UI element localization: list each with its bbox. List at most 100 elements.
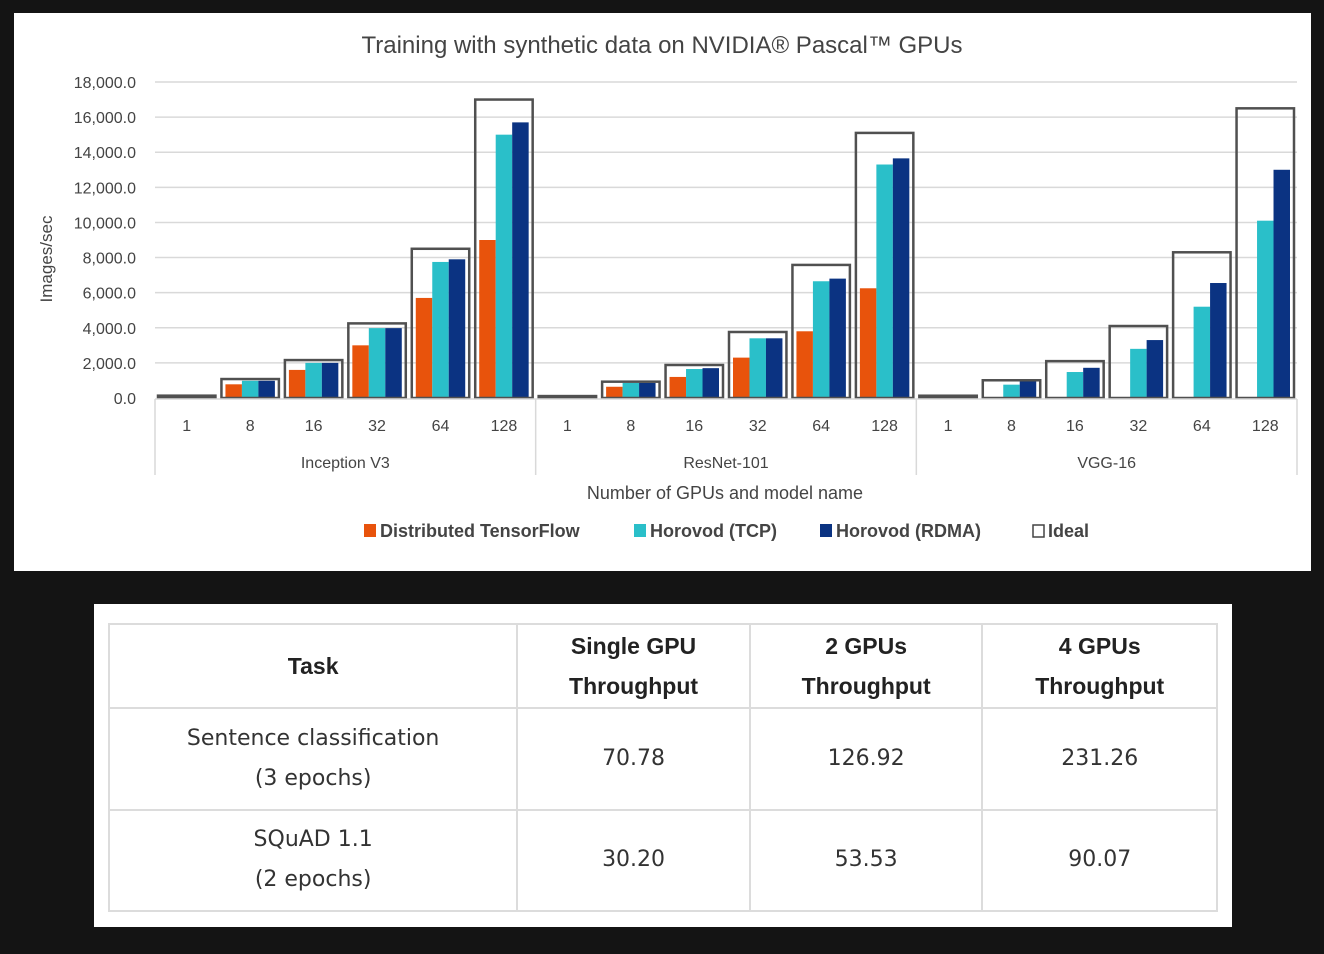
table-panel: Task Single GPU Throughput 2 GPUs Throughp…	[94, 604, 1232, 927]
x-tick-label: 1	[563, 418, 572, 435]
bar-distributed-tensorflow	[859, 288, 877, 398]
x-tick-label: 16	[1066, 418, 1084, 435]
bar-ideal	[1044, 359, 1105, 400]
bar-horovod-rdma	[448, 259, 466, 398]
bar-horovod-rdma	[385, 328, 402, 398]
header-line1: 4 GPUs	[1058, 633, 1141, 659]
bar-distributed-tensorflow	[288, 369, 306, 398]
y-tick-label: 4,000.0	[83, 321, 136, 338]
bar-ideal	[727, 330, 788, 400]
header-2-gpus: 2 GPUs Throughput	[748, 623, 984, 709]
legend-label: Ideal	[1048, 521, 1089, 541]
y-tick-label: 8,000.0	[83, 251, 136, 268]
bar-ideal	[410, 247, 471, 400]
bar-horovod-tcp	[305, 362, 322, 398]
bar-ideal	[600, 380, 661, 400]
bar-horovod-rdma	[1210, 283, 1227, 398]
two-gpus-cell: 53.53	[748, 808, 984, 912]
x-tick-label: 64	[1193, 418, 1211, 435]
x-tick-label: 1	[944, 418, 953, 435]
bar-ideal	[1235, 107, 1296, 400]
y-axis-ticks: 0.0 2,000.0 4,000.0 6,000.0 8,000.0 10,000.0 1…	[74, 75, 136, 408]
bar-ideal	[918, 394, 979, 400]
x-axis: 1 8 16 32 64 128 Inception V3 1 8 16 32 64 128 ResNet…	[154, 398, 1298, 475]
bar-chart: Training with synthetic data on NVIDIA® …	[37, 32, 1298, 541]
bar-horovod-tcp	[876, 164, 893, 398]
bar-ideal	[1171, 251, 1232, 400]
header-line1: Single GPU	[570, 633, 697, 659]
bar-horovod-rdma	[1146, 340, 1164, 398]
bar-ideal	[156, 394, 217, 400]
bar-ideal	[220, 377, 281, 400]
bar-horovod-rdma	[1083, 367, 1100, 398]
x-tick-label: 64	[432, 418, 450, 435]
bar-horovod-rdma	[321, 362, 339, 398]
task-name: Sentence classification	[186, 725, 440, 751]
bar-horovod-tcp	[241, 380, 259, 398]
bar-horovod-rdma	[1019, 381, 1037, 398]
y-tick-label: 12,000.0	[74, 180, 136, 197]
y-tick-label: 2,000.0	[83, 356, 136, 373]
x-tick-label: 64	[812, 418, 830, 435]
y-tick-label: 18,000.0	[74, 75, 136, 92]
x-tick-label: 128	[1252, 418, 1279, 435]
header-task-label: Task	[287, 653, 339, 679]
bar-ideal	[473, 98, 534, 400]
bar-horovod-rdma	[512, 122, 529, 398]
legend: Distributed TensorFlow Horovod (TCP) Horov…	[364, 521, 1089, 541]
legend-label: Distributed TensorFlow	[380, 521, 581, 541]
header-line2: Throughput	[569, 673, 699, 699]
bar-distributed-tensorflow	[415, 297, 433, 398]
bar-horovod-tcp	[368, 328, 386, 398]
legend-swatch	[820, 524, 832, 537]
bar-ideal	[791, 263, 852, 400]
group-label: Inception V3	[301, 455, 390, 472]
gridlines	[155, 81, 1297, 364]
bar-ideal	[283, 358, 344, 400]
legend-label: Horovod (RDMA)	[836, 521, 981, 541]
header-4-gpus: 4 GPUs Throughput	[981, 623, 1218, 709]
x-tick-label: 1	[182, 418, 191, 435]
y-axis-label: Images/sec	[37, 215, 56, 302]
bar-horovod-tcp	[749, 338, 766, 398]
legend-label: Horovod (TCP)	[650, 521, 777, 541]
x-tick-label: 32	[749, 418, 767, 435]
four-gpus-cell: 90.07	[981, 808, 1218, 912]
y-tick-label: 0.0	[114, 391, 136, 408]
bar-distributed-tensorflow	[225, 384, 242, 398]
table-header-row: Task Single GPU Throughput 2 GPUs Throughp…	[107, 623, 1218, 709]
group-label: ResNet-101	[683, 455, 768, 472]
bar-ideal	[537, 394, 598, 400]
x-tick-label: 16	[305, 418, 323, 435]
bar-horovod-rdma	[1273, 169, 1290, 398]
bar-horovod-tcp	[686, 369, 703, 398]
legend-swatch	[634, 524, 646, 537]
bar-horovod-rdma	[702, 368, 719, 398]
bars	[156, 98, 1296, 400]
bar-horovod-tcp	[622, 382, 640, 398]
header-task: Task	[107, 623, 519, 709]
legend-swatch	[364, 524, 376, 537]
y-tick-label: 16,000.0	[74, 110, 136, 127]
bar-ideal	[664, 363, 725, 400]
y-tick-label: 10,000.0	[74, 215, 136, 232]
bar-ideal	[854, 131, 915, 400]
bar-horovod-rdma	[892, 158, 910, 398]
x-axis-label: Number of GPUs and model name	[587, 483, 863, 503]
bar-horovod-tcp	[1003, 384, 1020, 398]
header-line2: Throughput	[1035, 673, 1165, 699]
legend-swatch-ideal	[1032, 524, 1045, 538]
x-tick-label: 8	[246, 418, 255, 435]
table-row: Sentence classification (3 epochs) 70.78 …	[107, 707, 1218, 811]
header-line1: 2 GPUs	[825, 633, 908, 659]
bar-distributed-tensorflow	[733, 357, 750, 398]
bar-ideal	[347, 322, 408, 400]
throughput-table: Task Single GPU Throughput 2 GPUs Throughp…	[107, 623, 1218, 912]
x-tick-label: 128	[871, 418, 898, 435]
task-epochs: (3 epochs)	[254, 765, 372, 791]
single-gpu-cell: 30.20	[516, 808, 751, 912]
x-tick-label: 8	[1007, 418, 1016, 435]
table-row: SQuAD 1.1 (2 epochs) 30.20 53.53 90.07	[107, 808, 1218, 912]
bar-horovod-tcp	[495, 134, 513, 398]
bar-ideal	[1108, 324, 1169, 400]
